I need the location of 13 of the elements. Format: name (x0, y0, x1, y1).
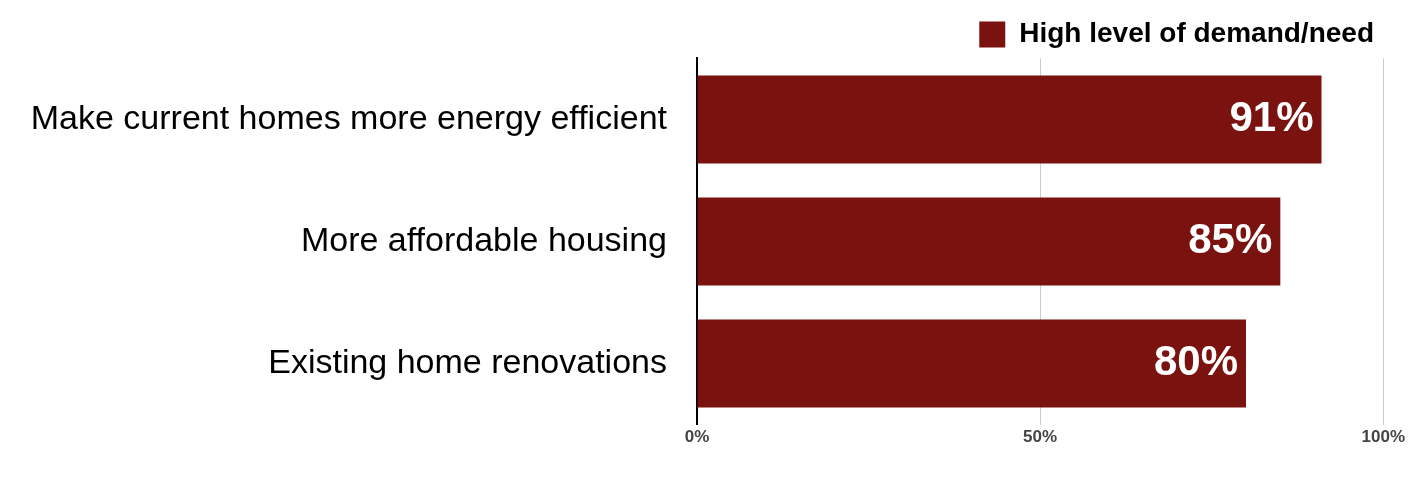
x-tick-label: 0% (684, 427, 710, 447)
data-label: 91% (1229, 93, 1314, 141)
bar (697, 75, 1322, 164)
x-tick-label: 50% (1023, 427, 1058, 447)
y-tick-label: Make current homes more energy efficient (30, 97, 668, 136)
x-tick-label: 100% (1361, 427, 1405, 447)
data-label: 85% (1188, 215, 1273, 263)
y-tick-label: Existing home renovations (268, 341, 667, 380)
bar (697, 197, 1281, 286)
bar (697, 319, 1247, 408)
legend-label: High level of demand/need (1019, 17, 1374, 49)
data-label: 80% (1153, 337, 1239, 385)
y-tick-label: More affordable housing (300, 219, 667, 258)
